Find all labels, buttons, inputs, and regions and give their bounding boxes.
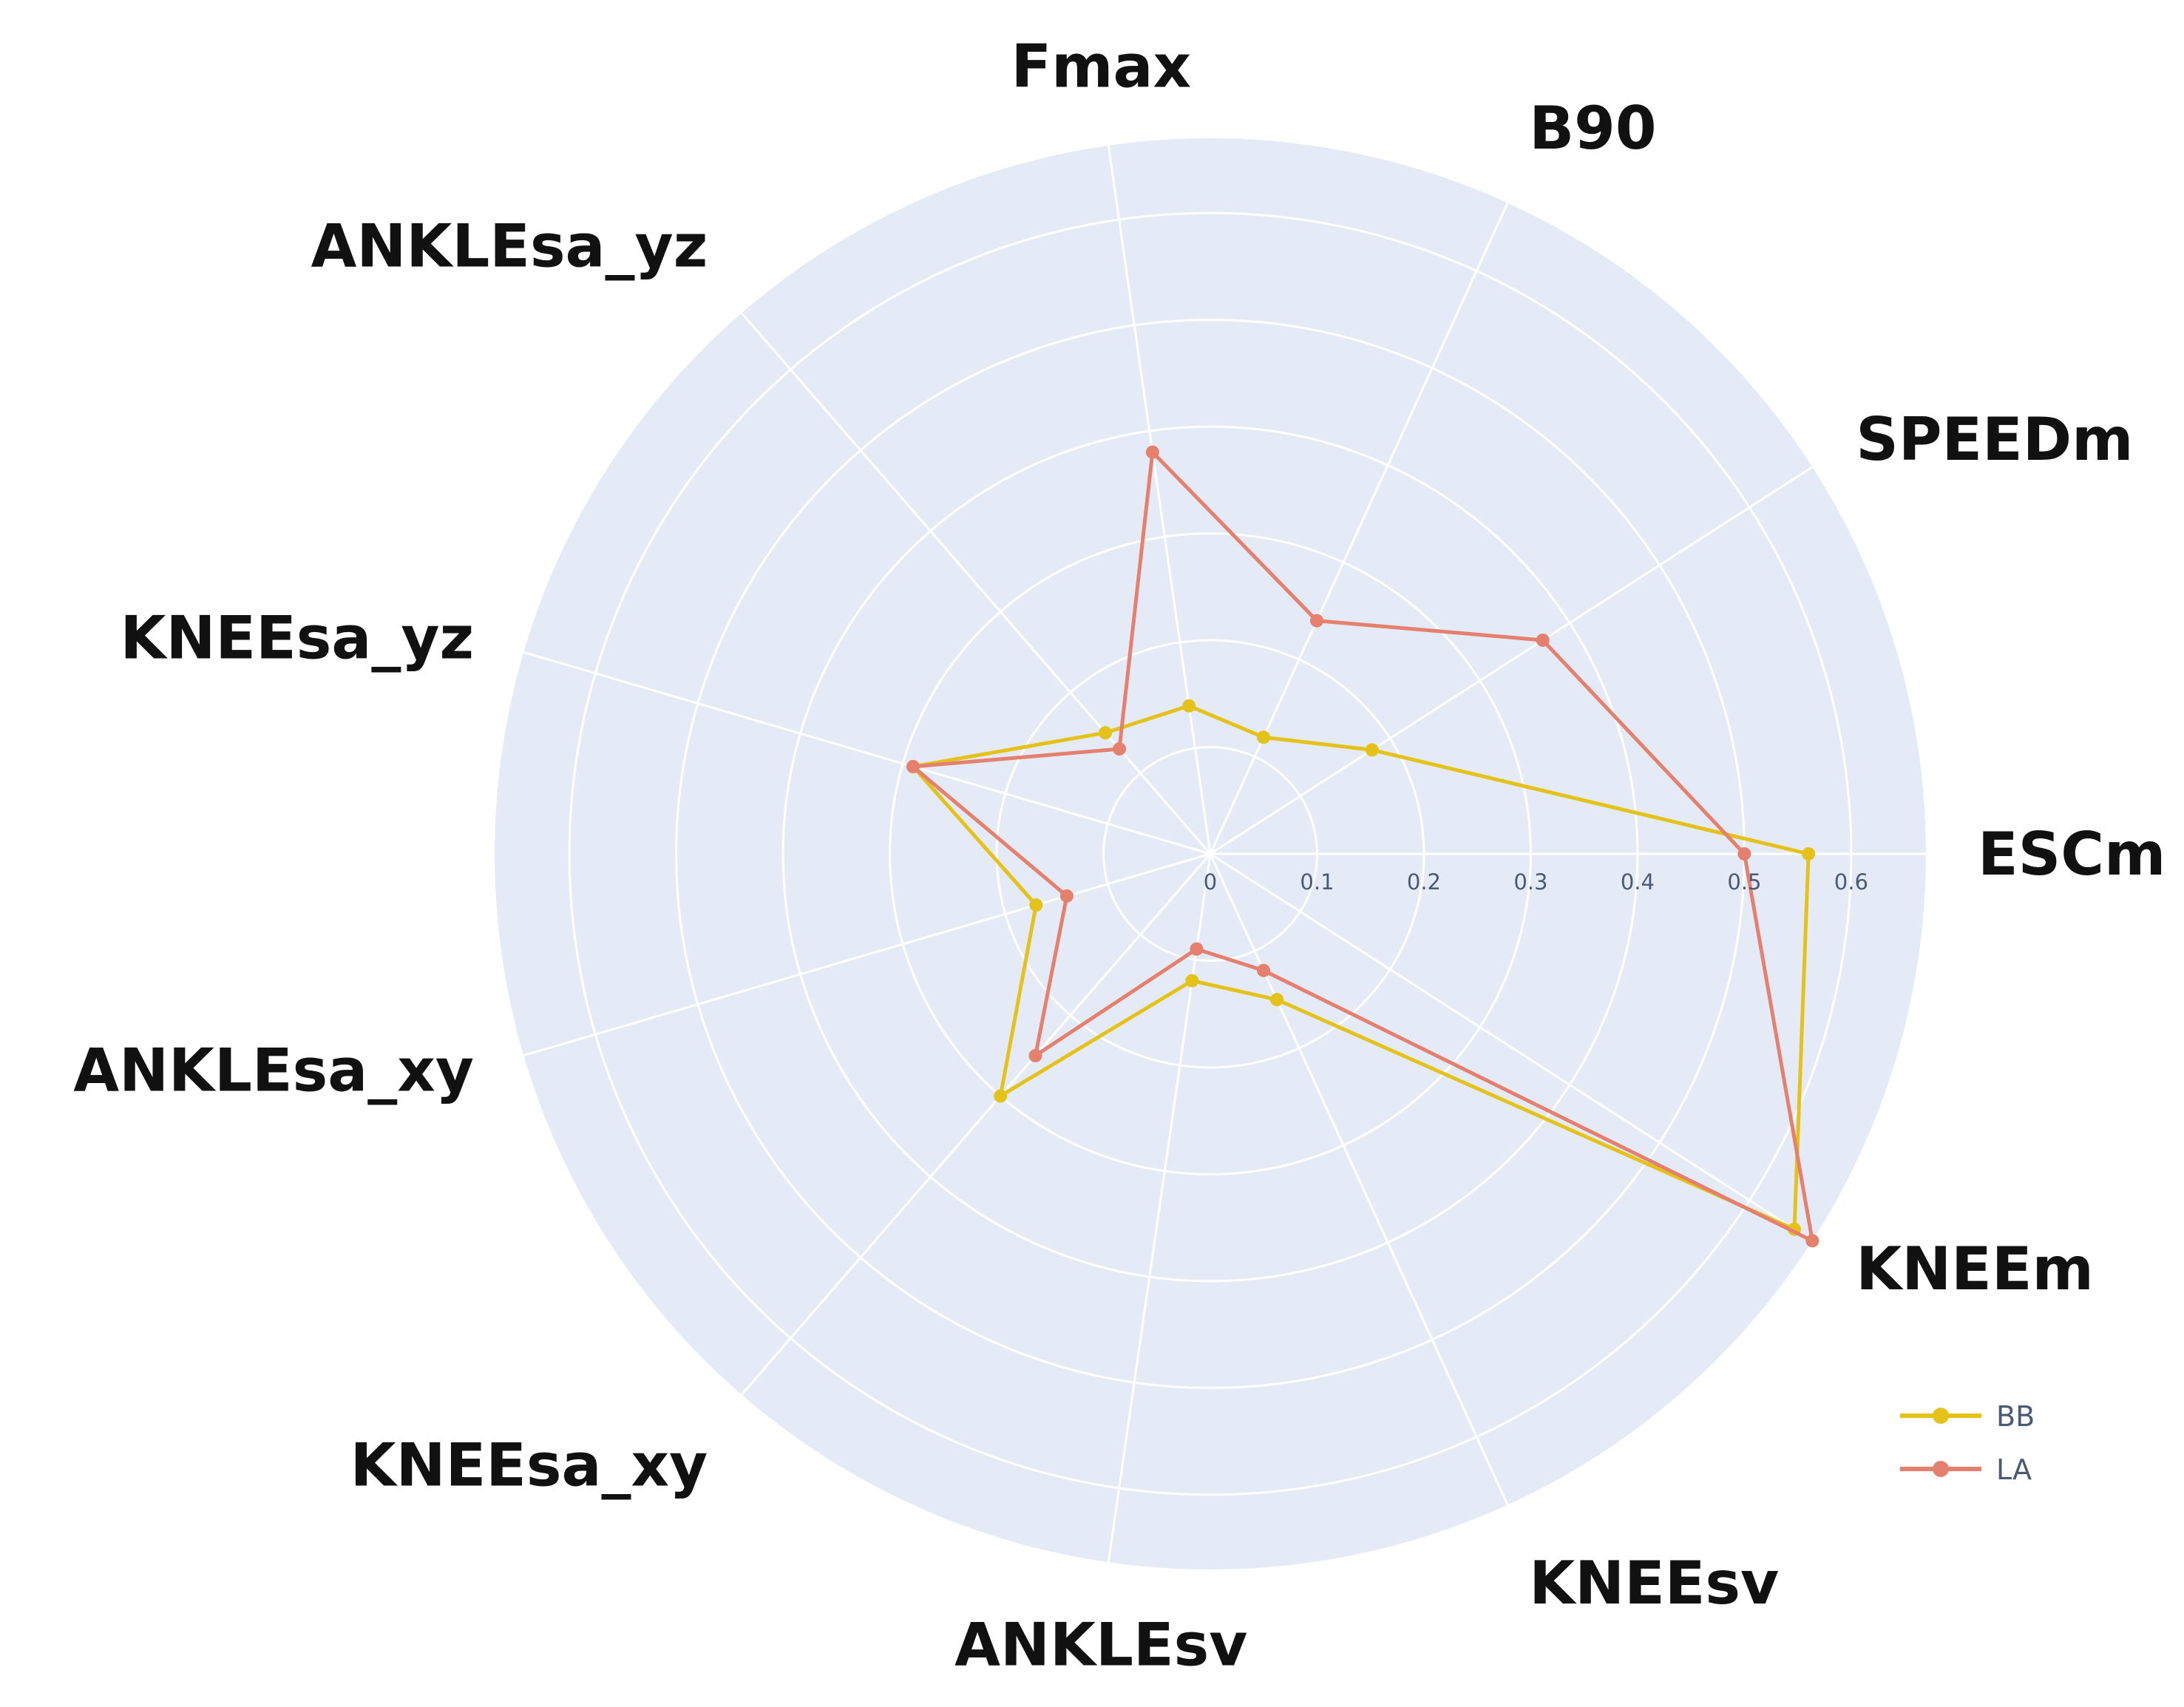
point-BB-ANKLEsa_yz bbox=[1099, 726, 1113, 740]
spoke-KNEEm bbox=[1210, 852, 1814, 1242]
point-LA-ESCm bbox=[1737, 847, 1751, 861]
point-BB-ANKLEsv bbox=[1185, 974, 1199, 988]
point-LA-SPEEDm bbox=[1536, 633, 1550, 647]
point-LA-ANKLEsv bbox=[1190, 942, 1204, 956]
radial-tick-3: 0.3 bbox=[1513, 869, 1547, 895]
point-LA-B90 bbox=[1310, 614, 1324, 628]
spoke-Fmax bbox=[1107, 145, 1212, 855]
legend-swatch-marker bbox=[1933, 1461, 1949, 1477]
series-group bbox=[906, 445, 1820, 1248]
radial-tick-4: 0.4 bbox=[1621, 869, 1655, 895]
axis-label-KNEEm: KNEEm bbox=[1856, 1235, 2094, 1303]
point-BB-ANKLEsa_xy bbox=[1029, 898, 1043, 912]
axis-label-ANKLEsa_xy: ANKLEsa_xy bbox=[73, 1036, 474, 1104]
axis-label-ANKLEsa_yz: ANKLEsa_yz bbox=[311, 212, 708, 281]
point-BB-SPEEDm bbox=[1365, 743, 1379, 757]
radial-tick-5: 0.5 bbox=[1727, 869, 1761, 895]
axis-label-KNEEsv: KNEEsv bbox=[1529, 1549, 1779, 1618]
point-LA-KNEEsv bbox=[1257, 963, 1271, 977]
axis-label-KNEEsa_xy: KNEEsa_xy bbox=[350, 1431, 708, 1499]
spoke-ANKLEsa_xy bbox=[523, 852, 1211, 1057]
radial-tick-labels: 0 0.1 0.2 0.3 0.4 0.5 0.6 bbox=[1204, 869, 1868, 895]
axis-label-ANKLEsv: ANKLEsv bbox=[954, 1610, 1247, 1679]
legend[interactable]: BB LA bbox=[1900, 1400, 2035, 1486]
legend-label: LA bbox=[1996, 1453, 2032, 1486]
series-line-LA bbox=[911, 450, 1814, 1243]
legend-swatch-marker bbox=[1933, 1408, 1949, 1424]
spoke-KNEEsa_yz bbox=[523, 651, 1211, 855]
spoke-KNEEsv bbox=[1209, 853, 1509, 1506]
axis-labels: ESCm KNEEm KNEEsv ANKLEsv KNEEsa_xy ANKLEsa_x… bbox=[73, 33, 2166, 1680]
point-LA-ANKLEsa_xy bbox=[1059, 889, 1074, 903]
point-LA-KNEEsa_yz bbox=[906, 759, 920, 773]
point-BB-B90 bbox=[1257, 730, 1271, 744]
radial-tick-2: 0.2 bbox=[1407, 869, 1441, 895]
axis-label-B90: B90 bbox=[1529, 94, 1656, 163]
point-BB-Fmax bbox=[1182, 699, 1196, 713]
point-BB-KNEEsv bbox=[1270, 993, 1284, 1007]
radial-tick-1: 0.1 bbox=[1300, 869, 1334, 895]
point-LA-Fmax bbox=[1145, 445, 1159, 459]
spoke-B90 bbox=[1209, 202, 1509, 855]
legend-item-BB[interactable]: BB bbox=[1900, 1400, 2035, 1433]
legend-item-LA[interactable]: LA bbox=[1900, 1453, 2032, 1486]
axis-label-ESCm: ESCm bbox=[1978, 820, 2166, 889]
spoke-SPEEDm bbox=[1210, 466, 1814, 855]
point-LA-ANKLEsa_yz bbox=[1113, 742, 1127, 756]
point-LA-KNEEm bbox=[1805, 1234, 1820, 1248]
radial-tick-0: 0 bbox=[1204, 869, 1217, 895]
radial-tick-6: 0.6 bbox=[1834, 869, 1868, 895]
spoke-KNEEsa_xy bbox=[740, 853, 1212, 1396]
axis-label-Fmax: Fmax bbox=[1011, 33, 1191, 101]
point-LA-KNEEsa_xy bbox=[1028, 1048, 1042, 1062]
spoke-ANKLEsv bbox=[1107, 853, 1212, 1563]
legend-label: BB bbox=[1996, 1400, 2035, 1433]
point-BB-ESCm bbox=[1802, 847, 1816, 861]
polar-grid bbox=[523, 145, 1926, 1563]
point-BB-KNEEsa_xy bbox=[994, 1089, 1008, 1103]
spoke-ANKLEsa_yz bbox=[740, 312, 1212, 855]
axis-label-KNEEsa_yz: KNEEsa_yz bbox=[120, 604, 474, 673]
axis-label-SPEEDm: SPEEDm bbox=[1856, 405, 2133, 474]
series-line-BB bbox=[911, 704, 1811, 1232]
